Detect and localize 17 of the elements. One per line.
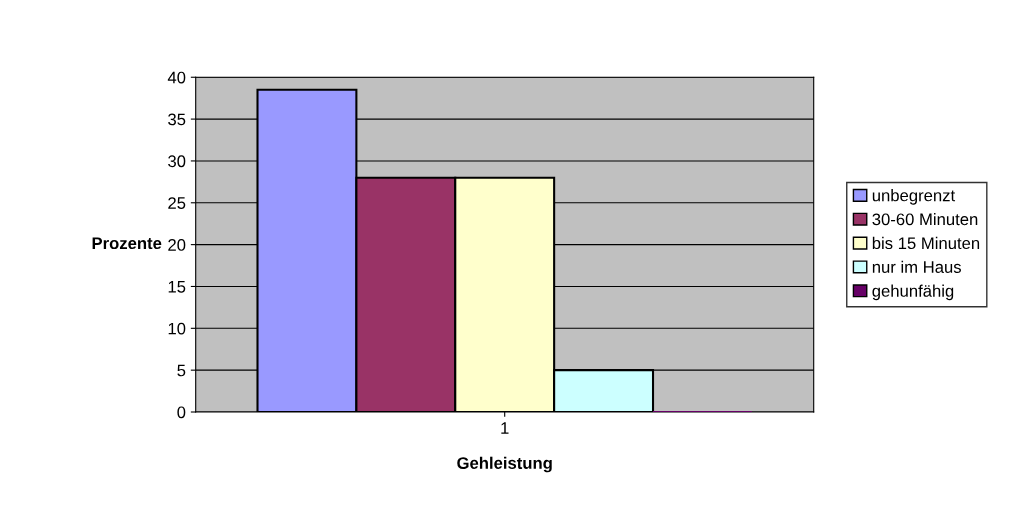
y-tick-label: 20 [168, 239, 186, 251]
y-tick-label: 30 [168, 155, 186, 168]
legend-label: nur im Haus [872, 260, 961, 273]
y-tick-label: 5 [177, 364, 186, 377]
y-tick-label: 25 [168, 197, 186, 209]
y-tick-label: 10 [168, 322, 186, 335]
y-tick-label: 40 [167, 71, 186, 84]
x-axis-title: Gehleistung [457, 456, 552, 473]
legend-label: 30-60 Minuten [872, 212, 978, 226]
legend-label: gehunfähig [872, 284, 954, 301]
y-axis-title: Prozente [92, 237, 162, 250]
x-tick-label: 1 [501, 422, 509, 434]
legend-label: unbegrenzt [872, 189, 956, 205]
legend-label: bis 15 Minuten [872, 236, 980, 250]
y-tick-label: 35 [168, 113, 186, 126]
y-tick-label: 0 [177, 406, 186, 419]
y-tick-label: 15 [168, 281, 186, 293]
